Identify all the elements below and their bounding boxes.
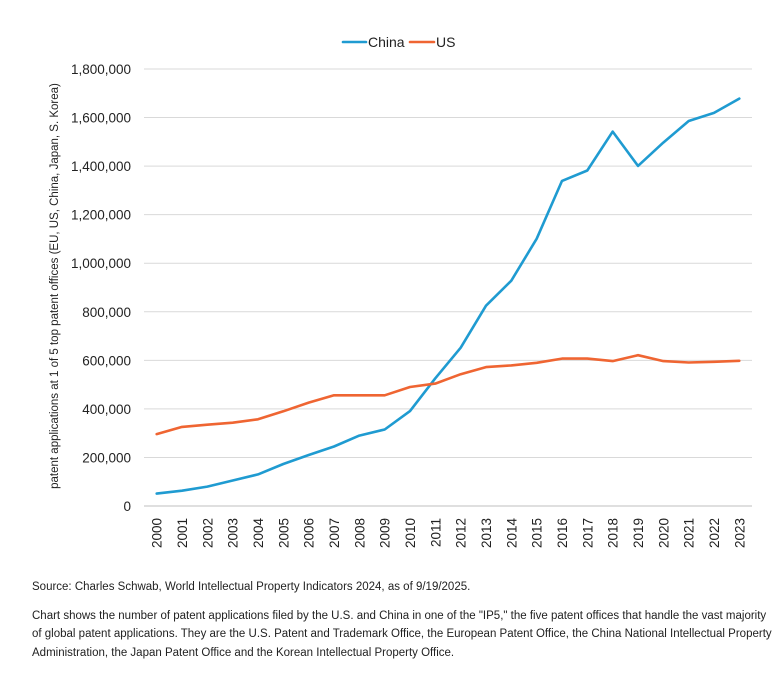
x-tick-label: 2016	[555, 518, 570, 548]
data-series	[155, 97, 741, 495]
x-tick-label: 2009	[378, 518, 393, 548]
y-tick-label: 600,000	[82, 353, 131, 368]
line-chart: China US 0 200,000 400,000 600,000 800,000 1,0…	[49, 34, 752, 549]
x-tick-label: 2006	[302, 518, 317, 548]
x-tick-label: 2011	[428, 518, 443, 547]
x-tick-label: 2000	[150, 518, 165, 548]
x-axis-ticks: 2000 2001 2002 2003 2004 2005 2006 2007 2008 2009…	[150, 518, 748, 549]
y-tick-label: 400,000	[82, 402, 131, 417]
y-tick-label: 200,000	[82, 450, 131, 465]
x-tick-label: 2020	[656, 518, 671, 548]
x-tick-label: 2013	[479, 518, 494, 548]
x-tick-label: 2012	[454, 518, 469, 548]
y-tick-label: 0	[123, 499, 131, 514]
x-tick-label: 2014	[504, 518, 519, 549]
legend-label-us: US	[436, 34, 455, 50]
series-line-us	[155, 353, 741, 436]
x-tick-label: 2019	[631, 518, 646, 548]
x-tick-label: 2010	[403, 518, 418, 548]
legend-label-china: China	[368, 34, 405, 50]
x-tick-label: 2023	[732, 518, 747, 548]
source-note: Source: Charles Schwab, World Intellectu…	[32, 581, 471, 593]
x-tick-label: 2003	[226, 518, 241, 548]
x-tick-label: 2007	[327, 518, 342, 548]
x-tick-label: 2021	[682, 518, 697, 548]
x-tick-label: 2004	[251, 518, 266, 549]
y-axis-label: patent applications at 1 of 5 top patent…	[49, 83, 61, 489]
x-tick-label: 2001	[175, 518, 190, 548]
x-tick-label: 2008	[352, 518, 367, 548]
x-tick-label: 2002	[200, 518, 215, 548]
y-tick-label: 1,800,000	[71, 62, 131, 77]
x-tick-label: 2015	[530, 518, 545, 548]
series-line-china	[155, 97, 741, 495]
x-tick-label: 2017	[580, 518, 595, 548]
legend: China US	[341, 34, 455, 50]
y-tick-label: 800,000	[82, 305, 131, 320]
y-axis-ticks: 0 200,000 400,000 600,000 800,000 1,000,000 1,…	[71, 62, 131, 514]
chart-notes: Source: Charles Schwab, World Intellectu…	[32, 578, 772, 662]
x-tick-label: 2022	[707, 518, 722, 548]
gridlines	[144, 68, 752, 507]
x-tick-label: 2005	[276, 518, 291, 548]
y-tick-label: 1,000,000	[71, 256, 131, 271]
y-tick-label: 1,400,000	[71, 159, 131, 174]
y-tick-label: 1,600,000	[71, 111, 131, 126]
chart-description: Chart shows the number of patent applica…	[32, 609, 772, 659]
x-tick-label: 2018	[606, 518, 621, 548]
y-tick-label: 1,200,000	[71, 208, 131, 223]
